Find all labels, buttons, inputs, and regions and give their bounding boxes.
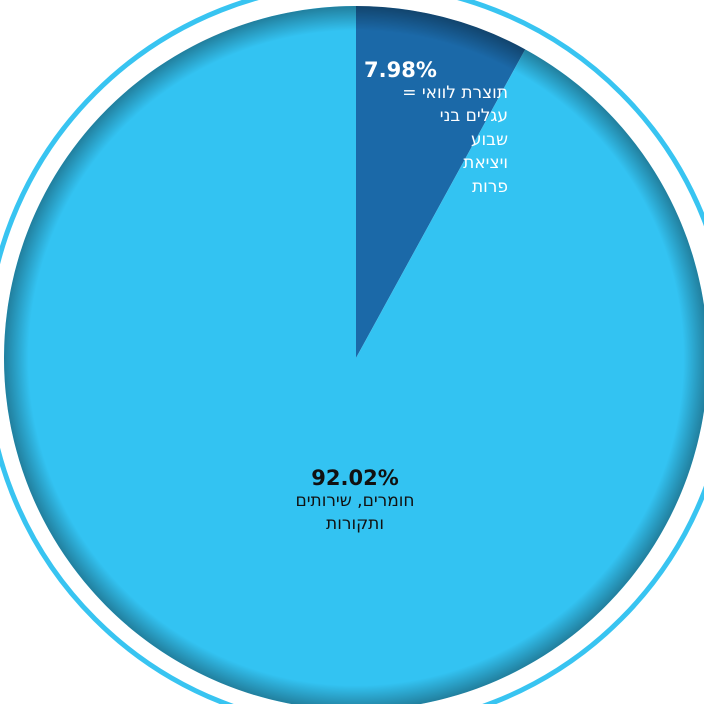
slice-label-byproduct: 7.98% תוצרת לוואי = עגלים בני שבוע ויציא… — [358, 58, 508, 199]
pie-rim-shadow — [4, 6, 704, 704]
slice-value-materials: 92.02% — [311, 466, 399, 490]
slice-text-byproduct: תוצרת לוואי = עגלים בני שבוע ויציאת פרות — [402, 83, 508, 197]
slice-text-materials: חומרים, שירותים ותקורות — [295, 491, 415, 535]
slice-value-byproduct: 7.98% — [364, 58, 437, 82]
slice-label-materials: 92.02% חומרים, שירותים ותקורות — [260, 466, 450, 537]
